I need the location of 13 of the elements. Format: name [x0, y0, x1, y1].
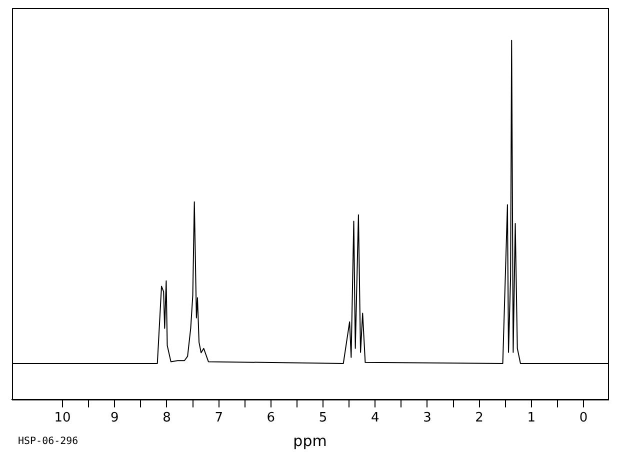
x-tick-label: 4	[370, 410, 380, 426]
x-axis-title: ppm	[293, 432, 327, 450]
x-tick-label: 7	[214, 410, 223, 426]
text: HSP-06-296	[18, 436, 78, 447]
x-tick-label: 3	[423, 410, 432, 426]
x-tick-label: 8	[162, 410, 171, 426]
x-tick-label: 10	[54, 410, 71, 426]
x-tick-label: 1	[527, 410, 536, 426]
x-tick-label: 9	[110, 410, 119, 426]
x-tick-label: 6	[266, 410, 276, 426]
x-tick-label: 5	[318, 410, 328, 426]
x-tick-label: 2	[475, 410, 484, 426]
x-tick-label: 0	[579, 410, 588, 426]
